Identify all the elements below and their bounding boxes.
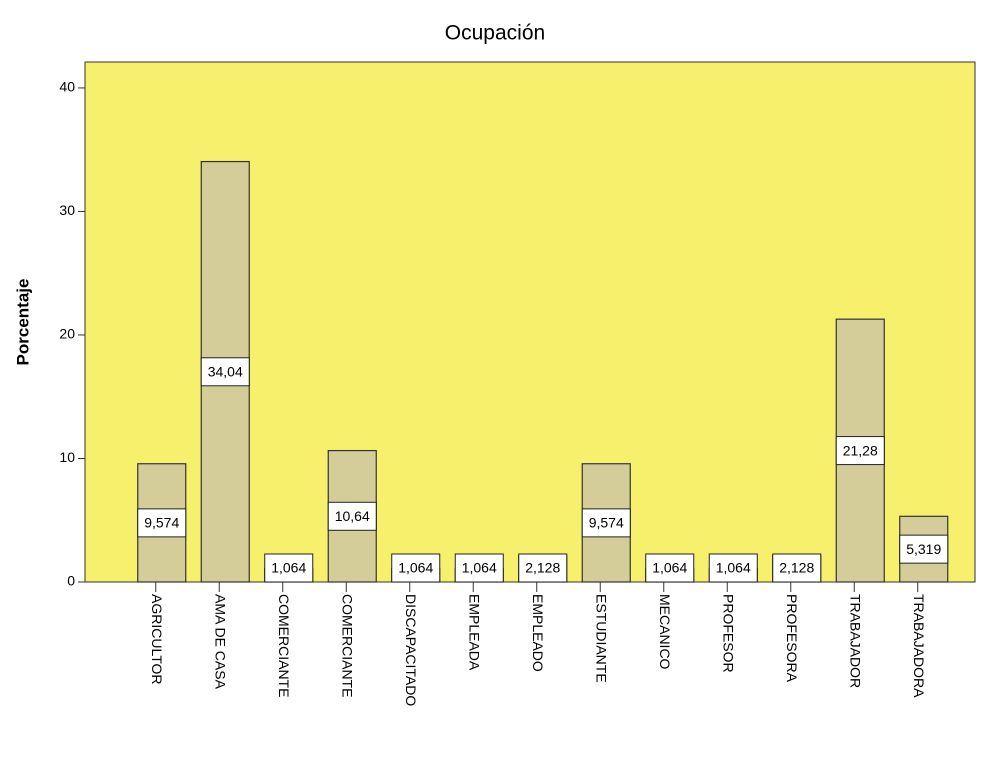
y-tick-label: 10 <box>59 449 75 465</box>
value-label-box <box>454 553 504 583</box>
value-label-box <box>899 534 949 564</box>
x-tick-label: TRABAJADOR <box>848 594 864 688</box>
y-tick-label: 30 <box>59 202 75 218</box>
x-tick-label: EMPLEADA <box>467 594 483 671</box>
value-label: 2,128 <box>779 560 814 576</box>
x-tick-label: COMERCIANTE <box>276 594 292 697</box>
chart-title: Ocupación <box>445 22 545 45</box>
value-label: 34,04 <box>208 363 243 379</box>
x-tick-label: DISCAPACITADO <box>403 594 419 706</box>
value-label: 10,64 <box>335 508 370 524</box>
value-label-box <box>645 553 695 583</box>
x-tick-label: EMPLEADO <box>530 594 546 672</box>
value-label: 1,064 <box>271 560 306 576</box>
x-tick-label: MECANICO <box>657 594 673 670</box>
value-label: 5,319 <box>906 541 941 557</box>
value-label-box <box>391 553 441 583</box>
value-label-box <box>327 501 377 531</box>
value-label-box <box>581 508 631 538</box>
value-label: 1,064 <box>716 560 751 576</box>
value-label-box <box>264 553 314 583</box>
value-label-box <box>835 436 885 466</box>
x-tick-label: COMERCIANTE <box>340 594 356 697</box>
value-label-box <box>518 553 568 583</box>
value-label: 9,574 <box>589 515 624 531</box>
y-tick-label: 40 <box>59 79 75 95</box>
value-label: 1,064 <box>462 560 497 576</box>
y-tick-label: 0 <box>67 573 75 589</box>
y-axis-label: Porcentaje <box>13 279 32 366</box>
x-tick-label: ESTUDIANTE <box>594 594 610 683</box>
x-tick-label: AGRICULTOR <box>149 594 165 685</box>
x-tick-label: TRABAJADORA <box>911 594 927 698</box>
y-tick-label: 20 <box>59 326 75 342</box>
value-label: 2,128 <box>525 560 560 576</box>
x-tick-label: PROFESORA <box>784 594 800 683</box>
value-label-box <box>137 508 187 538</box>
value-label: 21,28 <box>843 442 878 458</box>
x-tick-label: AMA DE CASA <box>213 594 229 690</box>
value-label: 9,574 <box>144 515 179 531</box>
value-label: 1,064 <box>652 560 687 576</box>
value-label: 1,064 <box>398 560 433 576</box>
value-label-box <box>772 553 822 583</box>
value-label-box <box>708 553 758 583</box>
value-label-box <box>200 357 250 387</box>
x-tick-label: PROFESOR <box>721 594 737 673</box>
